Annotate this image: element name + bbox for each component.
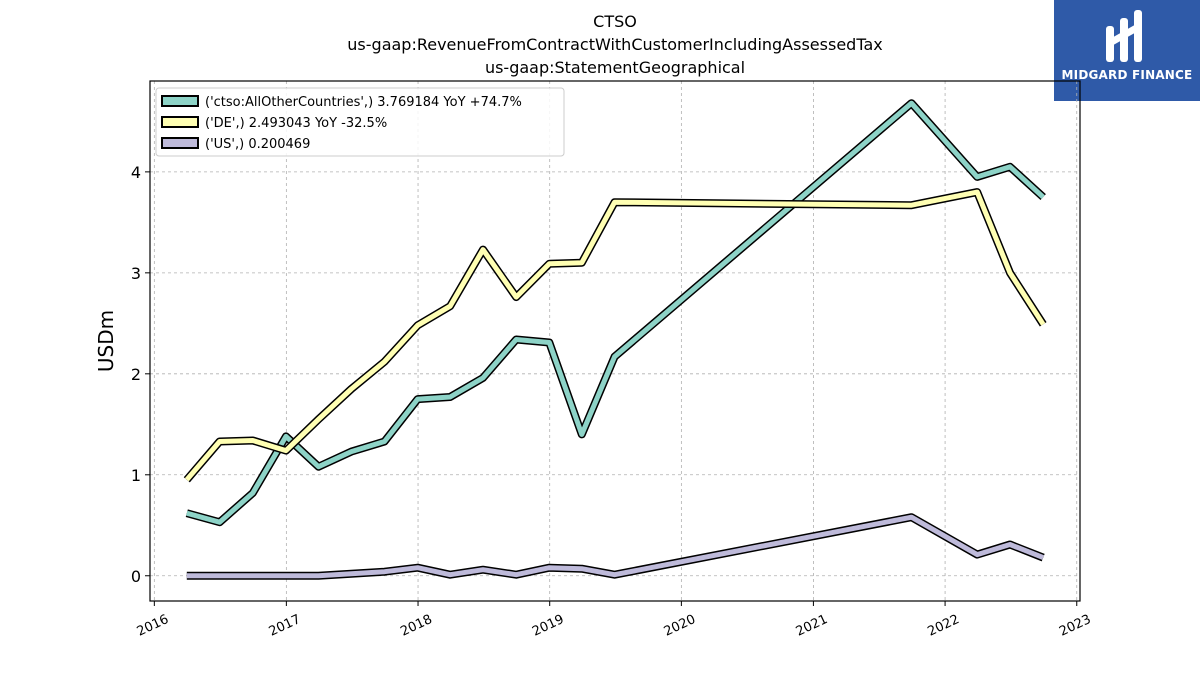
legend-label: ('US',) 0.200469 <box>205 137 310 152</box>
chart-title-block: CTSO us-gaap:RevenueFromContractWithCust… <box>150 10 1080 79</box>
legend: ('ctso:AllOtherCountries',) 3.769184 YoY… <box>155 87 565 157</box>
x-tick-label: 2021 <box>794 612 830 640</box>
x-tick-label: 2016 <box>135 612 171 640</box>
y-axis-label: USDm <box>94 310 118 372</box>
grid-lines <box>150 81 1080 601</box>
y-tick-label: 4 <box>131 163 141 182</box>
series-line-outline <box>186 513 1045 580</box>
x-tick-label: 2019 <box>530 612 566 640</box>
series-line <box>184 189 1046 482</box>
legend-swatch <box>161 137 199 149</box>
legend-label: ('DE',) 2.493043 YoY -32.5% <box>205 116 387 131</box>
x-tick-label: 2018 <box>398 612 434 640</box>
x-tick-label: 2022 <box>925 612 961 640</box>
y-tick-label: 1 <box>131 466 141 485</box>
logo-mark-icon <box>1106 10 1142 62</box>
series-line-outline <box>183 188 1047 483</box>
chart-title-axis: us-gaap:StatementGeographical <box>484 58 746 77</box>
x-tick-label: 2023 <box>1057 612 1093 640</box>
series-layer <box>183 99 1047 580</box>
legend-swatch <box>161 95 199 107</box>
midgard-finance-logo: MIDGARD FINANCE <box>1054 0 1200 101</box>
series-line <box>186 514 1045 579</box>
series-line-outline <box>185 99 1046 527</box>
chart-title-ticker: CTSO <box>593 12 637 31</box>
chart-title-concept: us-gaap:RevenueFromContractWithCustomerI… <box>347 35 883 54</box>
logo-text: MIDGARD FINANCE <box>1061 68 1193 82</box>
y-tick-label: 0 <box>131 567 141 586</box>
plot-frame <box>149 80 1081 602</box>
legend-label: ('ctso:AllOtherCountries',) 3.769184 YoY… <box>205 95 522 110</box>
legend-swatch <box>161 116 199 128</box>
y-tick-label: 3 <box>131 264 141 283</box>
x-axis: 2016 2017 2018 2019 2020 2021 2022 2023 <box>135 601 1093 640</box>
y-axis: 0 1 2 3 4 <box>131 163 150 586</box>
legend-box <box>155 87 565 157</box>
x-tick-label: 2020 <box>662 612 698 640</box>
x-tick-label: 2017 <box>267 612 303 640</box>
y-tick-label: 2 <box>131 365 141 384</box>
